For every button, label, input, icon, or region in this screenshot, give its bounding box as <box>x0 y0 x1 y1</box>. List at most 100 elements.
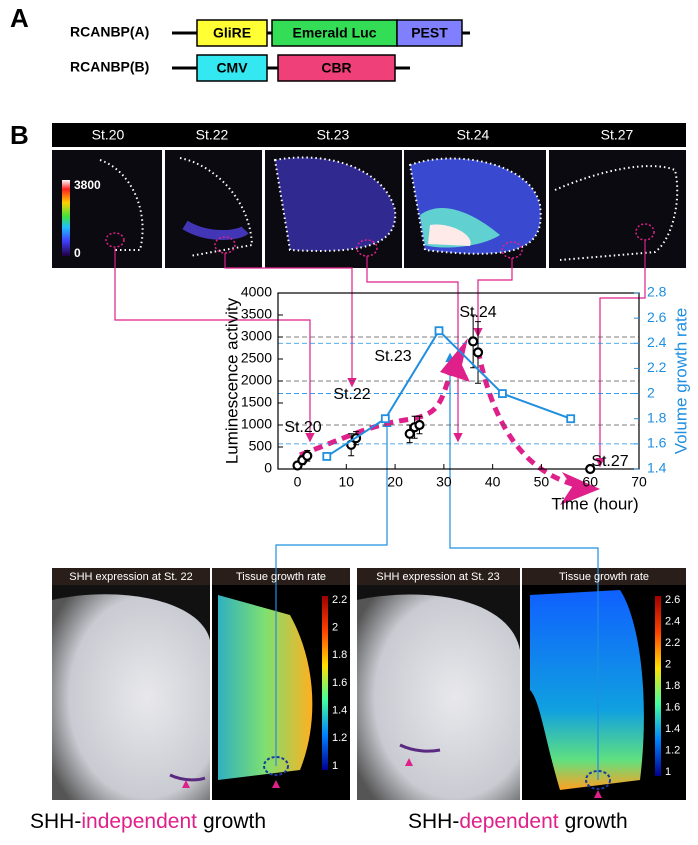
colorbar-tick-label: 1.2 <box>332 732 347 744</box>
part-label: PEST <box>411 25 448 41</box>
colorbar-tick-label: 1.6 <box>332 677 347 689</box>
data-point <box>585 463 596 475</box>
x-tick-label: 60 <box>582 474 598 490</box>
y-tick-label: 3500 <box>241 306 272 322</box>
y-tick-label: 4000 <box>241 284 272 300</box>
y-tick-label: 3000 <box>241 328 272 344</box>
stage-label: St.22 <box>196 127 229 143</box>
caption-part: SHH- <box>408 810 459 833</box>
colorbar-tick-label: 1.4 <box>665 723 680 735</box>
stage-annotation: St.27 <box>591 453 628 470</box>
caption-part: SHH- <box>30 810 81 833</box>
x-axis-label: Time (hour) <box>551 494 638 513</box>
x-tick-label: 40 <box>485 474 501 490</box>
colorbar-tick-label: 1 <box>665 766 671 778</box>
stage-bar <box>52 123 686 147</box>
y2-tick-label: 2.2 <box>647 359 667 375</box>
colorbar-tick-label: 1.6 <box>665 701 680 713</box>
caption: SHH-independent growth <box>30 810 266 833</box>
y2-tick-label: 1.4 <box>647 460 667 476</box>
x-tick-label: 70 <box>631 474 647 490</box>
panel-title: Tissue growth rate <box>236 571 326 583</box>
data-point <box>434 326 444 336</box>
y2-axis-label: Volume growth rate <box>671 308 690 454</box>
panel-label: B <box>10 120 29 150</box>
x-tick-label: 10 <box>339 474 355 490</box>
luminescence-images <box>52 150 686 268</box>
construct-part <box>196 19 268 47</box>
x-tick-label: 30 <box>436 474 452 490</box>
caption-part: growth <box>203 810 266 833</box>
colorbar-tick-label: 1 <box>332 760 338 772</box>
part-label: Emerald Luc <box>292 25 376 41</box>
colorbar-tick-label: 2.6 <box>665 594 680 606</box>
part-label: CBR <box>321 60 351 76</box>
y2-tick-label: 2 <box>647 384 655 400</box>
x-tick-label: 0 <box>294 474 302 490</box>
x-tick-label: 50 <box>534 474 550 490</box>
data-point <box>380 414 390 424</box>
caption-part: dependent <box>459 810 558 833</box>
y-tick-label: 1000 <box>241 416 272 432</box>
caption: SHH-dependent growth <box>408 810 628 833</box>
colorbar-tick-label: 2.2 <box>665 637 680 649</box>
data-point <box>404 428 415 439</box>
data-point <box>302 450 313 461</box>
panel-title: Tissue growth rate <box>559 571 649 583</box>
construct-part <box>196 54 268 82</box>
data-point <box>414 419 425 431</box>
y2-tick-label: 1.8 <box>647 409 667 425</box>
stage-annotation: St.22 <box>333 386 370 403</box>
stage-annotation: St.23 <box>374 348 411 365</box>
stage-label: St.24 <box>457 127 490 143</box>
colorbar-tick-label: 2 <box>332 622 338 634</box>
stage-label: St.23 <box>317 127 350 143</box>
construct-name: RCANBP(B) <box>70 59 149 75</box>
stage-annotation: St.24 <box>459 304 496 321</box>
data-point <box>468 336 479 347</box>
stage-annotation: St.20 <box>284 419 321 436</box>
data-point <box>566 414 576 424</box>
blue-connectors <box>275 352 599 780</box>
construct-part <box>396 19 463 47</box>
chart: 050010001500200025003000350040001.41.61.… <box>222 284 690 514</box>
x-tick-label: 20 <box>387 474 403 490</box>
y2-tick-label: 2.6 <box>647 309 667 325</box>
stage-label: St.27 <box>601 127 634 143</box>
data-point <box>472 347 484 358</box>
y2-tick-label: 1.6 <box>647 435 667 451</box>
y2-tick-label: 2.4 <box>647 334 667 350</box>
colorbar-max: 3800 <box>74 178 101 192</box>
y-tick-label: 2500 <box>241 350 272 366</box>
construct-part <box>277 54 396 82</box>
colorbar-tick-label: 2 <box>665 658 671 670</box>
part-label: CMV <box>216 60 248 76</box>
data-point <box>322 452 332 461</box>
stage-label: St.20 <box>92 127 125 143</box>
trend-curve <box>299 338 600 505</box>
y-tick-label: 0 <box>264 460 272 476</box>
colorbar-tick-label: 1.2 <box>665 744 680 756</box>
data-point <box>498 389 507 398</box>
caption-part: independent <box>81 810 197 833</box>
colorbar-tick-label: 1.8 <box>332 649 347 661</box>
y2-tick-label: 2.8 <box>647 284 667 300</box>
colorbar-tick-label: 1.8 <box>665 680 680 692</box>
colorbar-tick-label: 1.4 <box>332 705 347 717</box>
y-tick-label: 2000 <box>241 372 272 388</box>
panel-label: A <box>10 3 29 33</box>
part-label: GliRE <box>213 25 251 41</box>
construct-name: RCANBP(A) <box>70 24 149 40</box>
panel-title: SHH expression at St. 22 <box>69 571 193 583</box>
panel-title: SHH expression at St. 23 <box>376 571 500 583</box>
bottom-images <box>52 568 686 800</box>
colorbar-tick-label: 2.4 <box>665 615 680 627</box>
caption-part: growth <box>565 810 628 833</box>
colorbar-min: 0 <box>74 246 81 260</box>
y-tick-label: 1500 <box>241 394 272 410</box>
y-axis-label: Luminescence activity <box>222 297 241 464</box>
colorbar-tick-label: 2.2 <box>332 594 347 606</box>
y-tick-label: 500 <box>249 438 273 454</box>
stage-connectors <box>114 240 646 468</box>
